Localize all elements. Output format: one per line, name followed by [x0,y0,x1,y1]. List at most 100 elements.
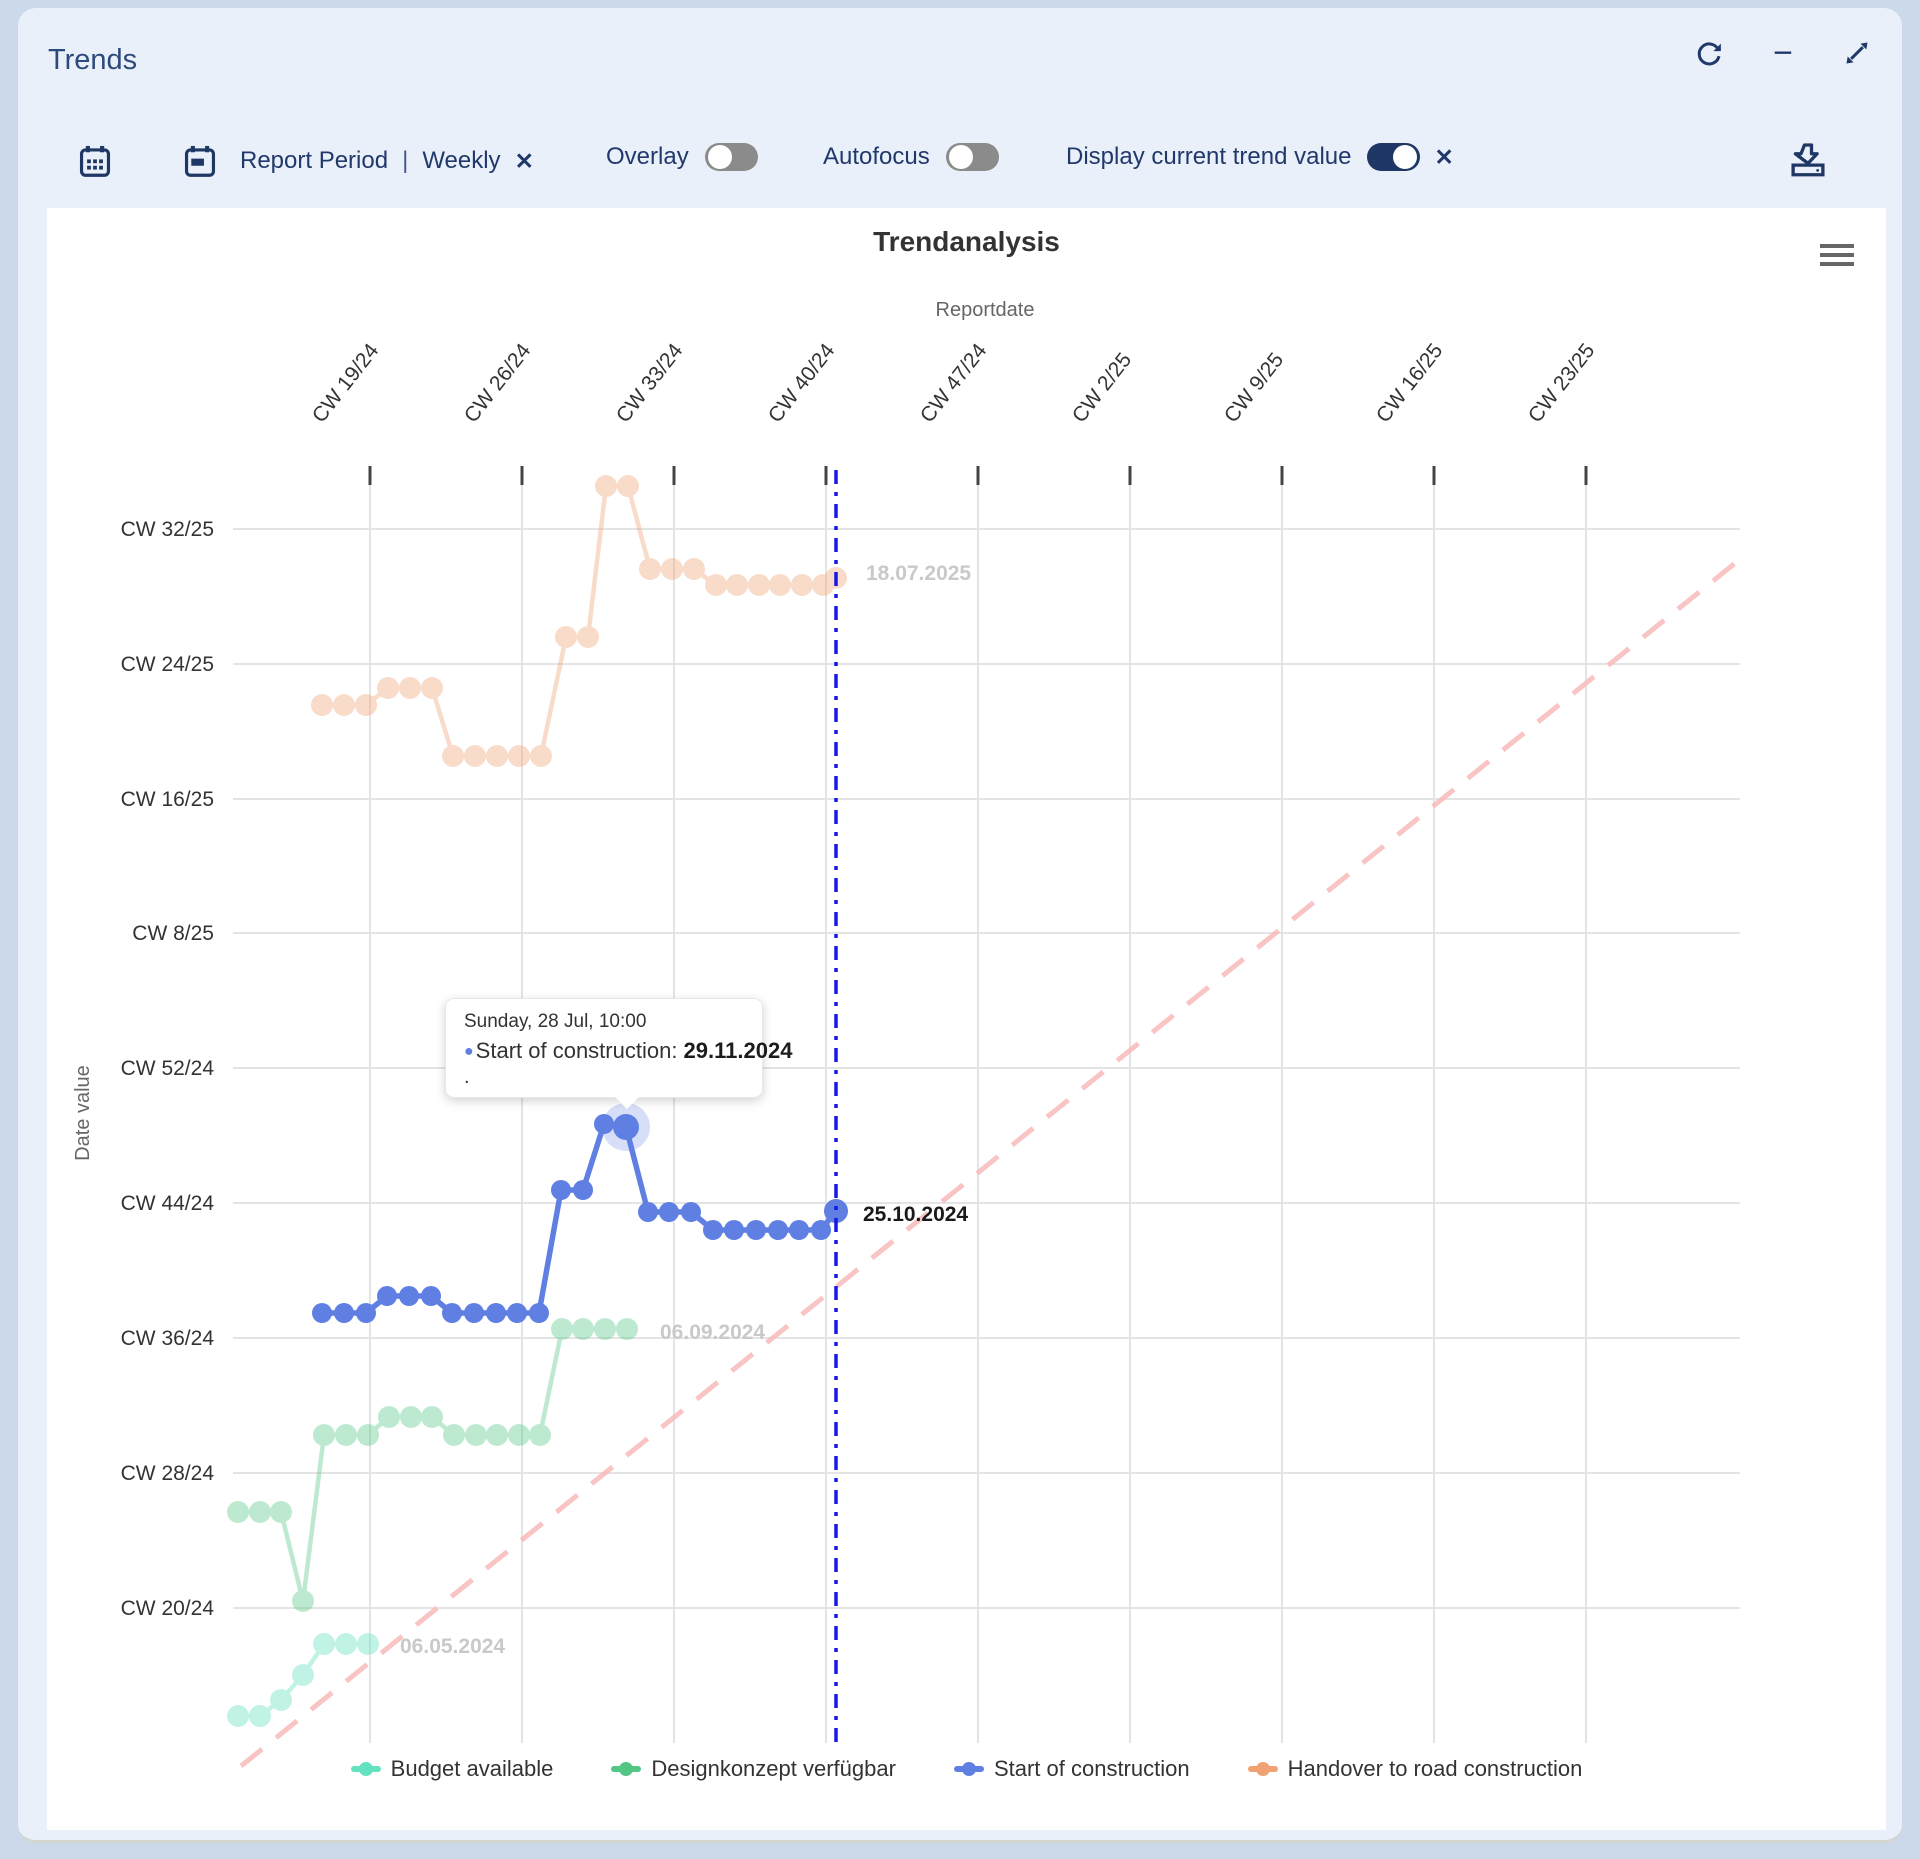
data-point[interactable] [789,1220,809,1240]
data-point[interactable] [377,677,399,699]
data-point[interactable] [551,1180,571,1200]
data-point[interactable] [746,1220,766,1240]
calendar-icon[interactable] [75,141,115,181]
data-point[interactable] [555,626,577,648]
data-point[interactable] [748,574,770,596]
data-point[interactable] [377,1286,397,1306]
data-point[interactable] [639,558,661,580]
data-point[interactable] [400,1406,422,1428]
report-period-value[interactable]: Weekly [422,147,501,174]
data-point[interactable] [378,1406,400,1428]
trends-card: Trends − [18,8,1902,1843]
overlay-toggle[interactable] [704,143,758,171]
data-point[interactable] [724,1220,744,1240]
data-point[interactable] [334,1303,354,1323]
data-point[interactable] [333,694,355,716]
legend-item-budget-available[interactable]: Budget available [350,1756,554,1782]
data-point[interactable] [613,1114,639,1140]
data-point[interactable] [638,1202,658,1222]
data-point[interactable] [355,694,377,716]
data-point[interactable] [768,1220,788,1240]
data-point[interactable] [464,1303,484,1323]
data-point[interactable] [399,677,421,699]
data-point[interactable] [812,574,834,596]
data-point[interactable] [508,745,530,767]
data-point[interactable] [573,1180,593,1200]
data-point[interactable] [357,1633,379,1655]
data-point[interactable] [572,1318,594,1340]
trend-value-toggle[interactable] [1367,143,1421,171]
legend-label: Budget available [390,1756,554,1781]
data-point[interactable] [442,745,464,767]
trend-value-label: 25.10.2024 [863,1203,968,1226]
data-point[interactable] [726,574,748,596]
legend-item-start-of-construction[interactable]: Start of construction [953,1756,1190,1782]
data-point[interactable] [465,1424,487,1446]
report-period-icon[interactable] [180,141,220,181]
data-point[interactable] [335,1424,357,1446]
data-point[interactable] [312,1303,332,1323]
data-point[interactable] [507,1303,527,1323]
data-point[interactable] [486,1424,508,1446]
data-point[interactable] [486,745,508,767]
data-point[interactable] [399,1286,419,1306]
download-icon[interactable] [1786,137,1830,181]
data-point[interactable] [595,475,617,497]
data-point[interactable] [659,1202,679,1222]
data-point[interactable] [681,1202,701,1222]
data-point[interactable] [442,1303,462,1323]
legend-item-designkonzept-verf-gbar[interactable]: Designkonzept verfügbar [611,1756,896,1782]
data-point[interactable] [769,574,791,596]
data-point[interactable] [443,1424,465,1446]
data-point[interactable] [335,1633,357,1655]
chart-menu-icon[interactable] [1820,244,1854,271]
data-point[interactable] [811,1220,831,1240]
x-axis-label: CW 19/24 [308,339,384,427]
data-point[interactable] [270,1501,292,1523]
data-point[interactable] [464,745,486,767]
trend-value-close-icon[interactable]: ✕ [1434,143,1454,170]
data-point[interactable] [313,1633,335,1655]
data-point[interactable] [824,1199,848,1223]
data-point[interactable] [270,1689,292,1711]
data-point[interactable] [357,1424,379,1446]
data-point[interactable] [421,1286,441,1306]
autofocus-toggle[interactable] [945,143,999,171]
data-point[interactable] [486,1303,506,1323]
data-point[interactable] [249,1501,271,1523]
report-period-close-icon[interactable]: ✕ [514,147,534,174]
trend-chart[interactable]: Reportdate Date value CW 19/24 CW 26/24 CW 3… [47,208,1886,1830]
data-point[interactable] [421,1406,443,1428]
y-axis-label: CW 16/25 [121,788,214,811]
data-point[interactable] [356,1303,376,1323]
data-point[interactable] [292,1590,314,1612]
data-point[interactable] [421,677,443,699]
data-point[interactable] [311,694,333,716]
data-point[interactable] [529,1424,551,1446]
data-point[interactable] [249,1705,271,1727]
data-point[interactable] [292,1664,314,1686]
refresh-icon[interactable] [1692,36,1726,70]
expand-icon[interactable] [1840,36,1874,70]
data-point[interactable] [594,1114,614,1134]
legend-label: Handover to road construction [1287,1756,1583,1781]
data-point[interactable] [683,558,705,580]
data-point[interactable] [617,475,639,497]
data-point[interactable] [313,1424,335,1446]
data-point[interactable] [508,1424,530,1446]
minimize-icon[interactable]: − [1773,34,1793,72]
x-axis-label: CW 9/25 [1220,349,1288,428]
data-point[interactable] [227,1501,249,1523]
data-point[interactable] [661,558,683,580]
data-point[interactable] [703,1220,723,1240]
data-point[interactable] [227,1705,249,1727]
data-point[interactable] [551,1318,573,1340]
data-point[interactable] [529,1303,549,1323]
data-point[interactable] [577,626,599,648]
data-point[interactable] [530,745,552,767]
data-point[interactable] [594,1318,616,1340]
data-point[interactable] [705,574,727,596]
data-point[interactable] [616,1318,638,1340]
data-point[interactable] [791,574,813,596]
legend-item-handover-to-road-construction[interactable]: Handover to road construction [1247,1756,1583,1782]
